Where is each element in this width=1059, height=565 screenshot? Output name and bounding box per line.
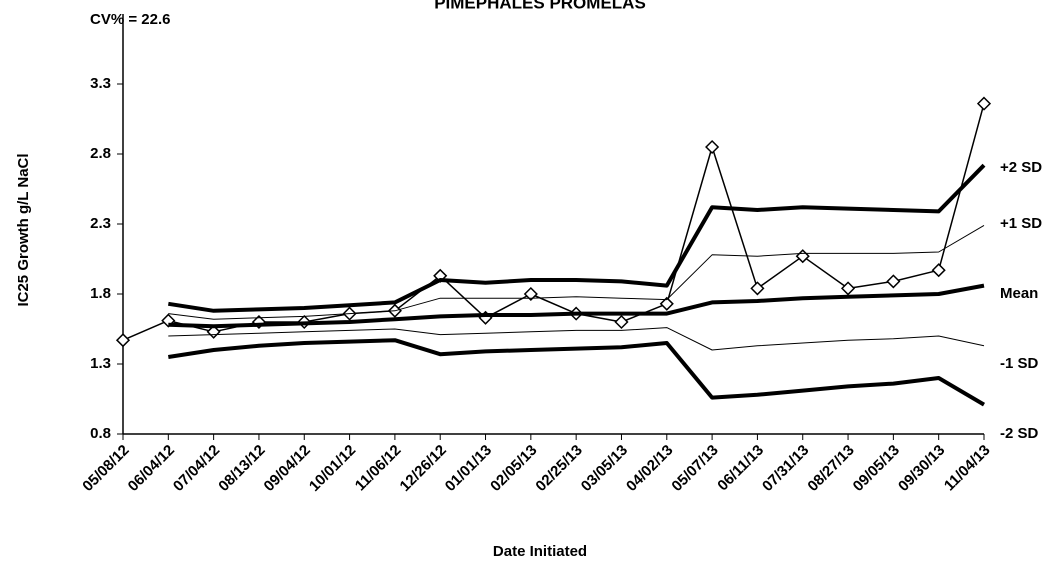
data-point [840,281,856,296]
x-tick-label: 09/05/13 [850,442,903,495]
data-point [795,249,810,264]
series-label: +2 SD [1000,159,1042,176]
x-tick-label: 07/04/12 [170,442,223,495]
data-point [614,314,629,330]
data-point [976,96,992,111]
chart-title: PIMEPHALES PROMELAS [434,0,646,12]
x-tick-label: 01/01/13 [442,442,495,495]
x-tick-label: 05/08/12 [79,442,132,495]
data-point [705,139,720,155]
x-axis-label: Date Initiated [493,543,587,560]
x-tick-label: 08/27/13 [804,442,857,495]
x-tick-label: 08/13/12 [215,442,268,495]
x-tick-label: 02/05/13 [487,442,540,495]
x-tick-label: 03/05/13 [578,442,631,495]
x-tick-label: 11/06/12 [352,442,405,495]
x-tick-label: 10/01/12 [306,442,359,495]
data-point [523,286,538,302]
y-tick-label: 1.3 [90,355,111,372]
series-label: -1 SD [1000,355,1039,372]
data-point [750,281,765,296]
y-tick-label: 3.3 [90,75,111,92]
x-tick-label: 12/26/12 [397,442,450,495]
data-point [659,296,674,311]
series-label: Mean [1000,285,1038,302]
x-tick-label: 06/11/13 [714,442,767,495]
series-line [168,163,986,313]
x-tick-label: 09/04/12 [261,442,314,495]
series-line [122,103,985,341]
data-point [115,333,131,348]
x-tick-label: 06/04/12 [125,442,178,495]
y-axis-label: IC25 Growth g/L NaCl [15,153,32,306]
x-tick-label: 02/25/13 [532,442,585,495]
y-tick-label: 2.3 [90,215,111,232]
y-tick-label: 2.8 [90,145,111,162]
y-tick-label: 1.8 [90,285,111,302]
series-line [168,283,985,329]
series-label: +1 SD [1000,215,1042,232]
x-tick-label: 05/07/13 [668,442,721,495]
y-tick-label: 0.8 [90,425,111,442]
x-tick-label: 09/30/13 [895,442,948,495]
data-point [931,263,946,278]
x-tick-label: 07/31/13 [759,442,812,495]
x-tick-label: 04/02/13 [623,442,676,495]
series-line [168,224,985,320]
series-label: -2 SD [1000,425,1039,442]
series-line [168,327,985,351]
data-point [886,274,901,289]
chart-subtitle: CV% = 22.6 [90,11,170,28]
x-tick-label: 11/04/13 [941,442,994,495]
series-line [168,338,986,407]
